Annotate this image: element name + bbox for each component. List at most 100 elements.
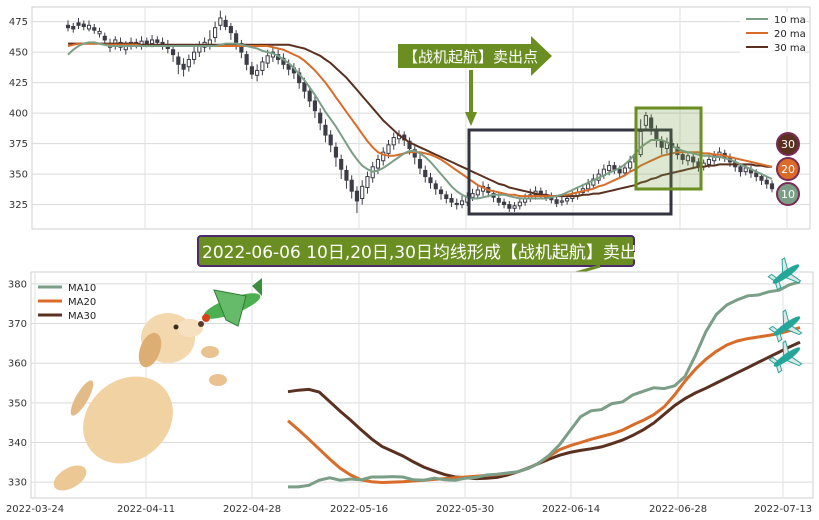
candle: [228, 22, 233, 40]
candle: [92, 24, 97, 34]
y-tick-label: 450: [9, 48, 28, 59]
candle: [512, 202, 517, 212]
plane-tail: [252, 278, 262, 296]
candle: [649, 114, 654, 136]
dog-nose: [198, 321, 204, 327]
candle: [381, 147, 386, 166]
candle: [501, 198, 507, 209]
candle: [239, 39, 244, 59]
candle: [475, 185, 480, 199]
y-tick-label: 375: [9, 139, 28, 150]
badge-ma20: [776, 157, 800, 181]
ma30-line: [68, 42, 772, 198]
dog-illustration: [53, 313, 227, 491]
plane-wing: [213, 289, 247, 327]
y-tick-label: 350: [9, 170, 28, 181]
candle: [223, 15, 228, 31]
candle: [433, 180, 438, 195]
plane-propeller: [202, 314, 210, 322]
dog-tail: [70, 380, 94, 416]
candle: [312, 96, 318, 118]
moving-average-plot-area: [30, 271, 814, 499]
candle: [176, 52, 181, 75]
ma10-series-line: [288, 280, 801, 489]
candle: [344, 165, 349, 189]
candle: [459, 196, 465, 209]
candlestick-legend: 10 ma 20 ma 30 ma: [740, 12, 806, 56]
candle: [86, 20, 92, 32]
annotation-pointer-head: [465, 112, 477, 126]
candle: [260, 57, 265, 76]
dog-snout: [177, 319, 203, 337]
legend-label-MA20: MA20: [68, 297, 96, 308]
moving-average-legend: MA10 MA20 MA30: [38, 283, 96, 322]
candle: [307, 86, 312, 108]
candle: [438, 186, 444, 200]
candle: [318, 108, 323, 131]
jet-icons: [767, 257, 803, 374]
badge-ma10-label: 10: [781, 188, 795, 201]
candle: [192, 46, 197, 65]
candle: [81, 20, 86, 31]
legend-label-ma10: 10 ma: [774, 15, 806, 26]
candle: [507, 200, 512, 212]
y-tick-label: 380: [8, 279, 27, 290]
x-tick-label: 2022-04-28: [223, 504, 281, 515]
moving-average-x-ticks: 2022-03-24 2022-04-11 2022-04-28 2022-05-16…: [6, 504, 812, 515]
x-tick-label: 2022-03-24: [6, 504, 64, 515]
banner-label: 2022-06-06 10日,20日,30日均线形成【战机起航】卖出点: [202, 243, 654, 263]
x-tick-label: 2022-05-30: [436, 504, 494, 515]
candle: [339, 154, 344, 179]
dog-ear: [138, 332, 162, 368]
consolidation-highlight-box: [467, 128, 673, 216]
x-tick-label: 2022-07-13: [754, 504, 812, 515]
dog-eye: [173, 324, 179, 330]
legend-label-ma30: 30 ma: [774, 43, 806, 54]
y-tick-label: 360: [8, 359, 27, 370]
legend-label-MA30: MA30: [68, 311, 96, 322]
x-tick-label: 2022-06-28: [649, 504, 707, 515]
y-tick-label: 425: [9, 78, 28, 89]
candle: [255, 64, 260, 82]
candle: [360, 180, 365, 205]
top-sell-annotation: 【战机起航】卖出点: [398, 36, 552, 126]
candle: [559, 196, 564, 206]
candle: [685, 152, 691, 166]
candle: [170, 44, 176, 62]
candle: [412, 146, 417, 165]
candle: [349, 175, 354, 199]
candle: [769, 180, 775, 193]
sell-point-highlight-box: [634, 106, 703, 191]
legend-label-ma20: 20 ma: [774, 29, 806, 40]
dog-body: [83, 376, 173, 464]
candle: [244, 50, 249, 71]
y-tick-label: 330: [8, 478, 27, 489]
candle: [71, 22, 76, 33]
candle: [444, 191, 449, 204]
candle: [612, 161, 617, 175]
jet-icon-2: [768, 309, 803, 343]
y-tick-label: 350: [8, 398, 27, 409]
y-tick-label: 475: [9, 17, 28, 28]
dog-front-paw: [201, 346, 219, 358]
ma-badges: 30 20 10: [776, 132, 800, 206]
top-annotation-label: 【战机起航】卖出点: [403, 48, 538, 66]
x-tick-label: 2022-05-16: [330, 504, 388, 515]
toy-plane-icon: [202, 278, 262, 327]
candle: [76, 17, 81, 29]
candlestick-panel: 325 350 375 400 425 450 475 【战机起航】卖出点 10 ma 20…: [9, 6, 811, 230]
y-tick-label: 370: [8, 319, 27, 330]
x-tick-label: 2022-06-14: [542, 504, 600, 515]
candle: [365, 171, 370, 194]
badge-ma30: [776, 132, 800, 156]
candle: [65, 20, 71, 32]
candle: [213, 21, 218, 43]
legend-label-MA10: MA10: [68, 283, 96, 294]
jet-icon-3: [768, 340, 803, 374]
y-tick-label: 400: [9, 109, 28, 120]
jet-icon-1: [767, 257, 802, 291]
candle: [454, 198, 459, 210]
candle: [691, 153, 696, 169]
